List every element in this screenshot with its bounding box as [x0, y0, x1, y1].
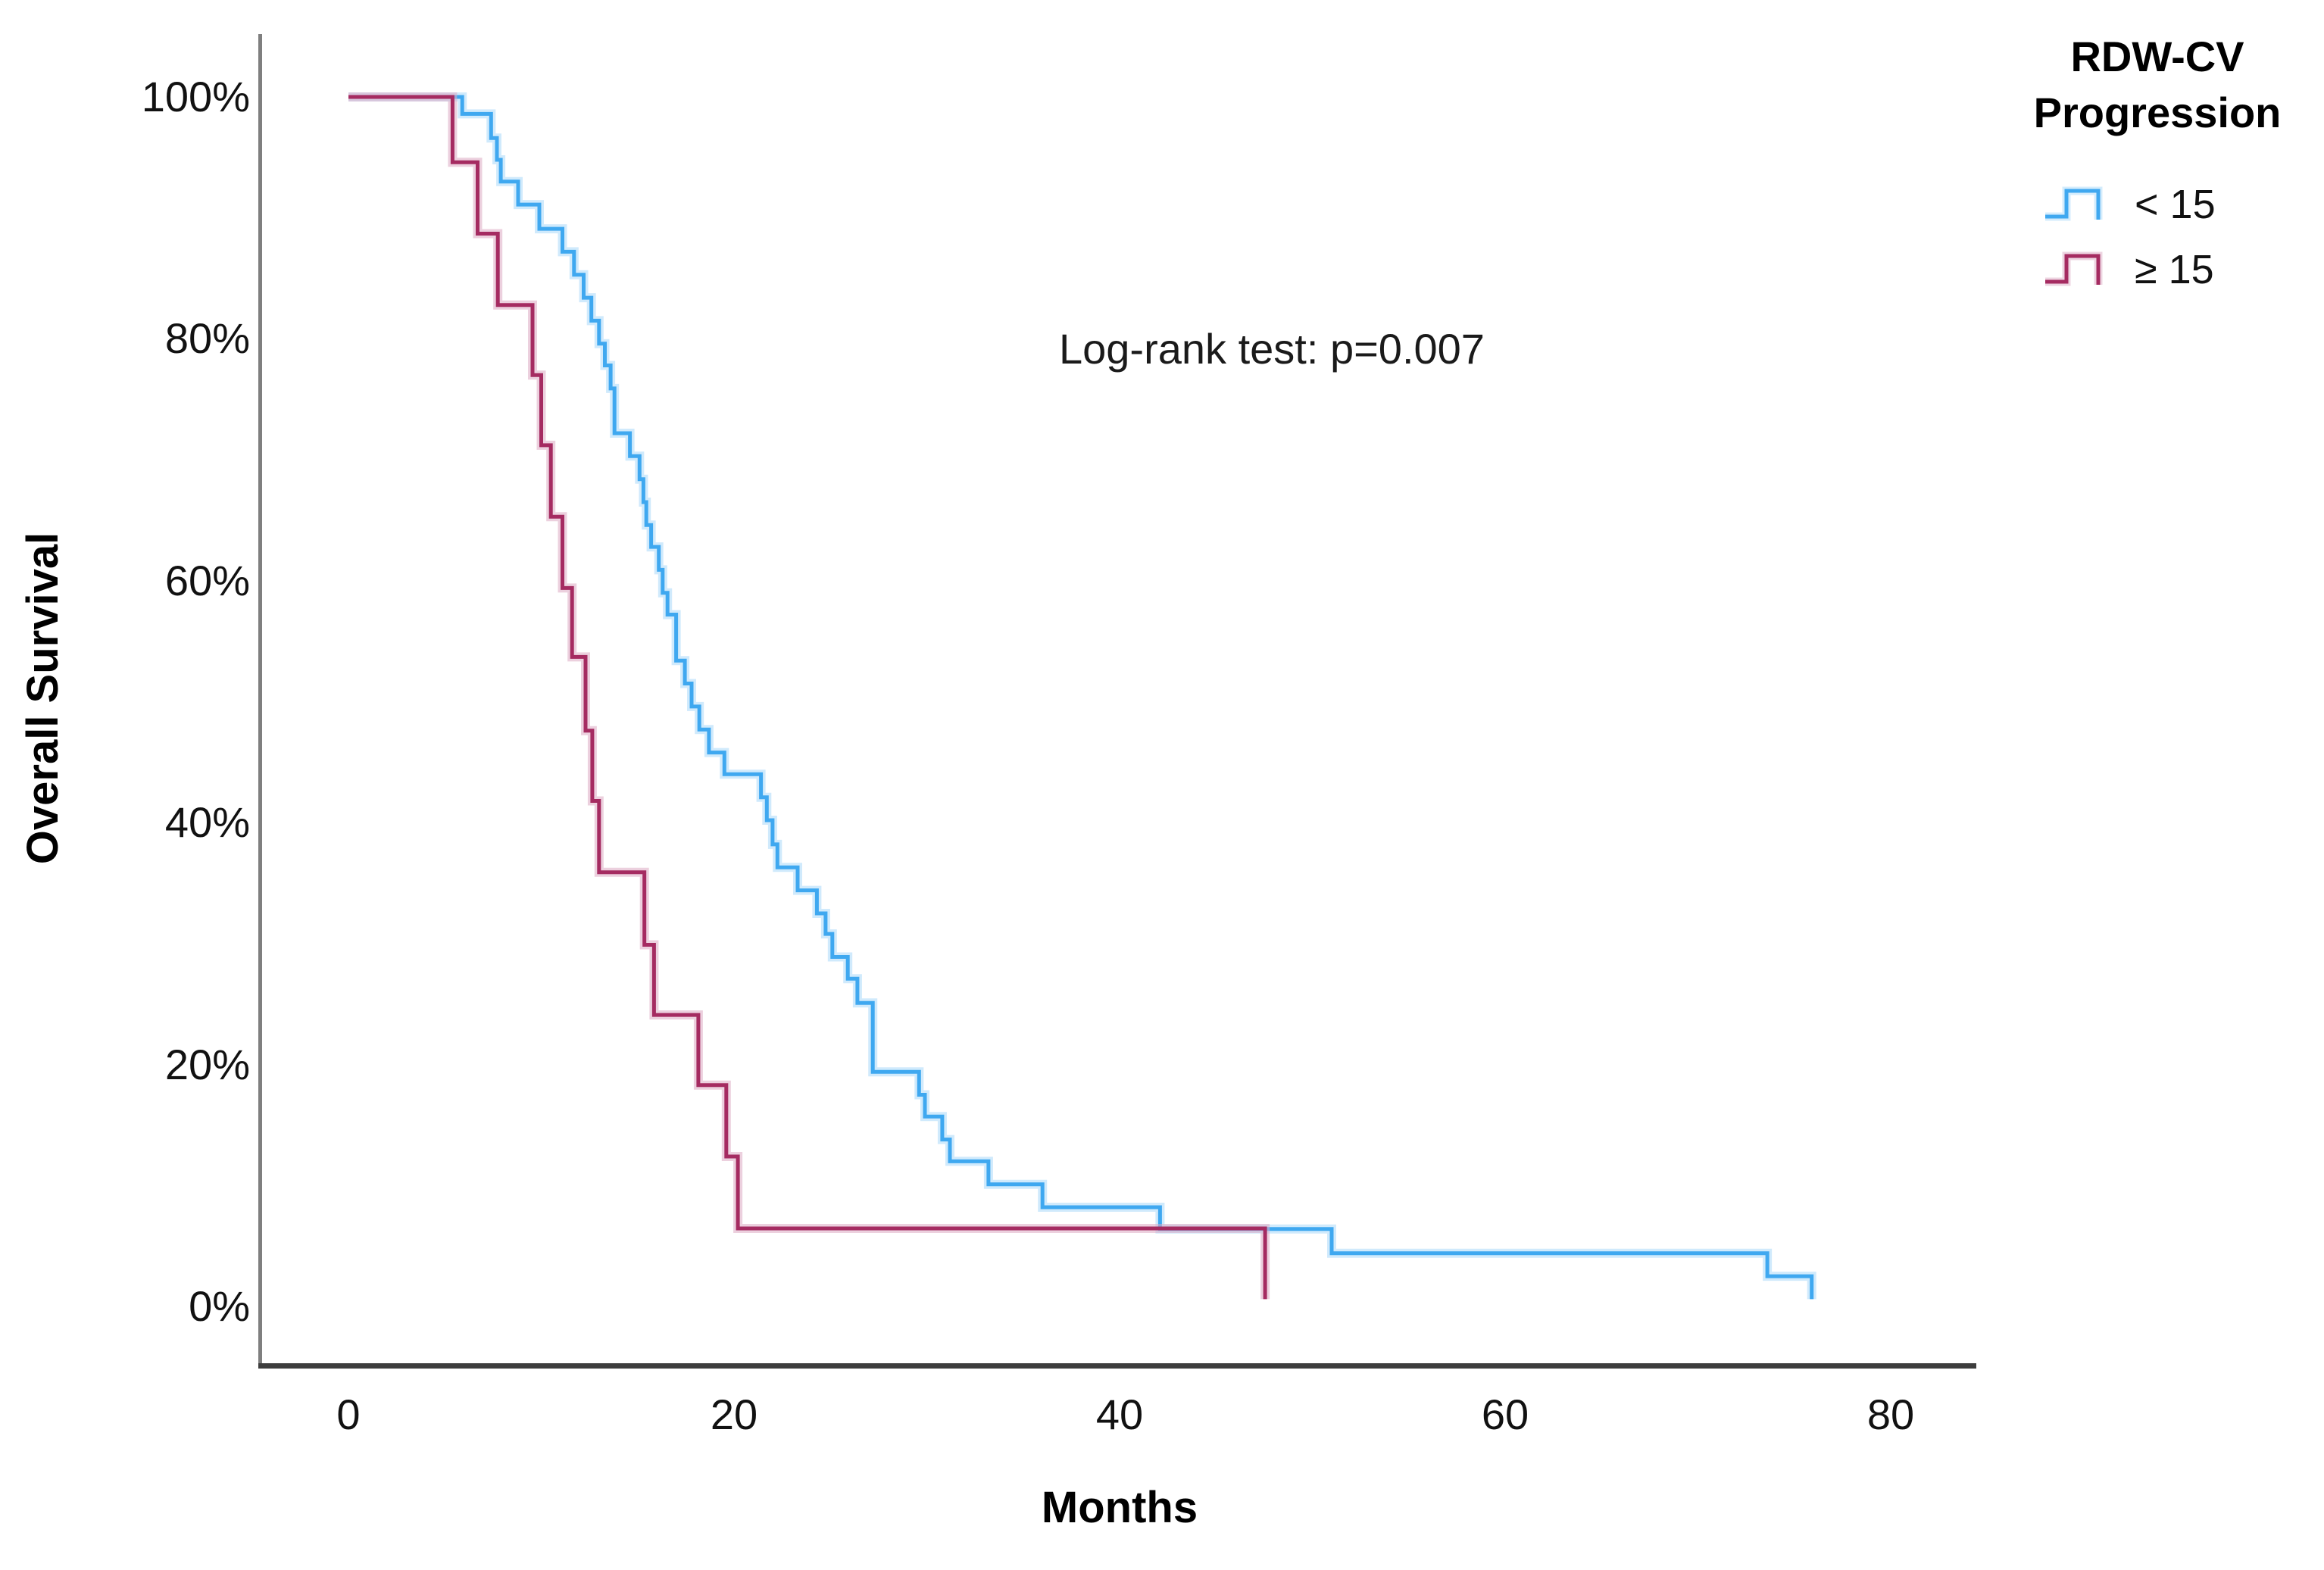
y-tick-label: 100% — [141, 73, 250, 120]
log-rank-annotation: Log-rank test: p=0.007 — [1059, 325, 1485, 373]
legend-label-lt15: < 15 — [2135, 182, 2216, 227]
legend-icon-line-0 — [2045, 189, 2101, 220]
x-tick-label: 60 — [1481, 1391, 1529, 1438]
legend-step-icon-blue — [2045, 186, 2103, 221]
y-axis-title: Overall Survival — [18, 532, 67, 865]
legend-item-ge15: ≥ 15 — [2042, 245, 2324, 294]
y-tick-label: 20% — [164, 1040, 250, 1088]
x-tick-label: 0 — [336, 1391, 361, 1438]
series-1-main — [348, 95, 1267, 1300]
x-axis-title: Months — [1041, 1483, 1198, 1532]
legend-item-lt15: < 15 — [2042, 180, 2324, 229]
y-tick-label: 0% — [189, 1282, 250, 1330]
y-tick-label: 80% — [164, 314, 250, 363]
series-1-halo — [348, 92, 1270, 1300]
legend-label-ge15: ≥ 15 — [2135, 247, 2214, 292]
y-tick-label: 40% — [164, 798, 250, 847]
series-0-halo — [348, 92, 1816, 1300]
legend-step-icon-red — [2045, 251, 2103, 286]
x-tick-label: 80 — [1866, 1391, 1915, 1438]
km-curves — [348, 92, 1816, 1300]
legend-title: RDW-CV Progression — [2033, 33, 2282, 136]
x-tick-label: 20 — [710, 1391, 758, 1438]
y-tick-label: 60% — [164, 556, 250, 604]
legend-icon-line-1 — [2045, 254, 2101, 285]
x-tick-label: 40 — [1095, 1391, 1144, 1438]
series-0-main — [348, 95, 1814, 1300]
